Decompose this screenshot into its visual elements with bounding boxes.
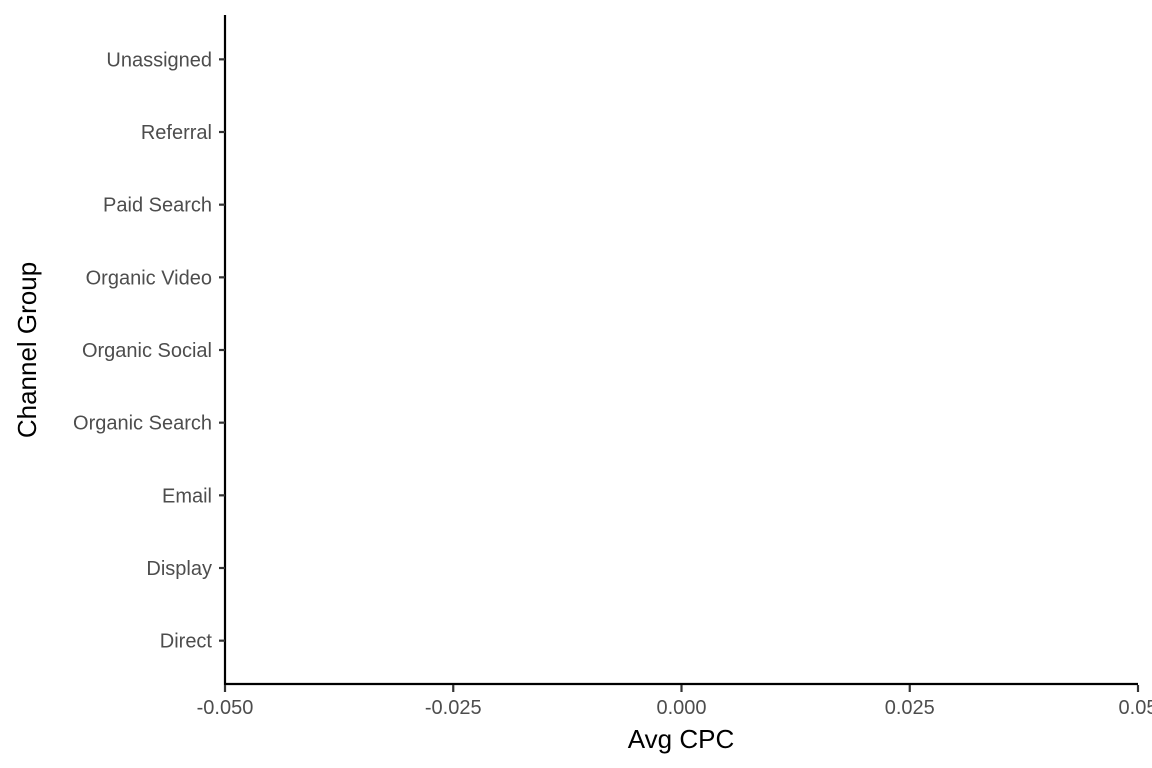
y-tick-label: Direct: [160, 631, 213, 653]
y-tick-label: Display: [146, 558, 212, 580]
y-tick-label: Email: [162, 485, 212, 507]
y-tick-label: Organic Social: [82, 340, 212, 362]
x-axis: -0.050 -0.025 0.000 0.025 0.05: [197, 682, 1152, 719]
y-tick-label: Organic Video: [86, 267, 212, 289]
x-tick-label: 0.000: [656, 697, 706, 719]
x-axis-title: Avg CPC: [628, 724, 734, 754]
x-tick-label: -0.050: [197, 697, 254, 719]
y-axis-title: Channel Group: [12, 262, 42, 438]
x-tick-label: 0.05: [1119, 697, 1152, 719]
x-tick-label: -0.025: [425, 697, 482, 719]
x-tick-label: 0.025: [885, 697, 935, 719]
y-tick-label: Referral: [141, 122, 212, 144]
y-tick-label: Organic Search: [73, 413, 212, 435]
y-tick-label: Unassigned: [106, 49, 212, 71]
y-axis: Direct Display Email Organic Search Organic …: [73, 15, 227, 685]
y-tick-label: Paid Search: [103, 195, 212, 217]
